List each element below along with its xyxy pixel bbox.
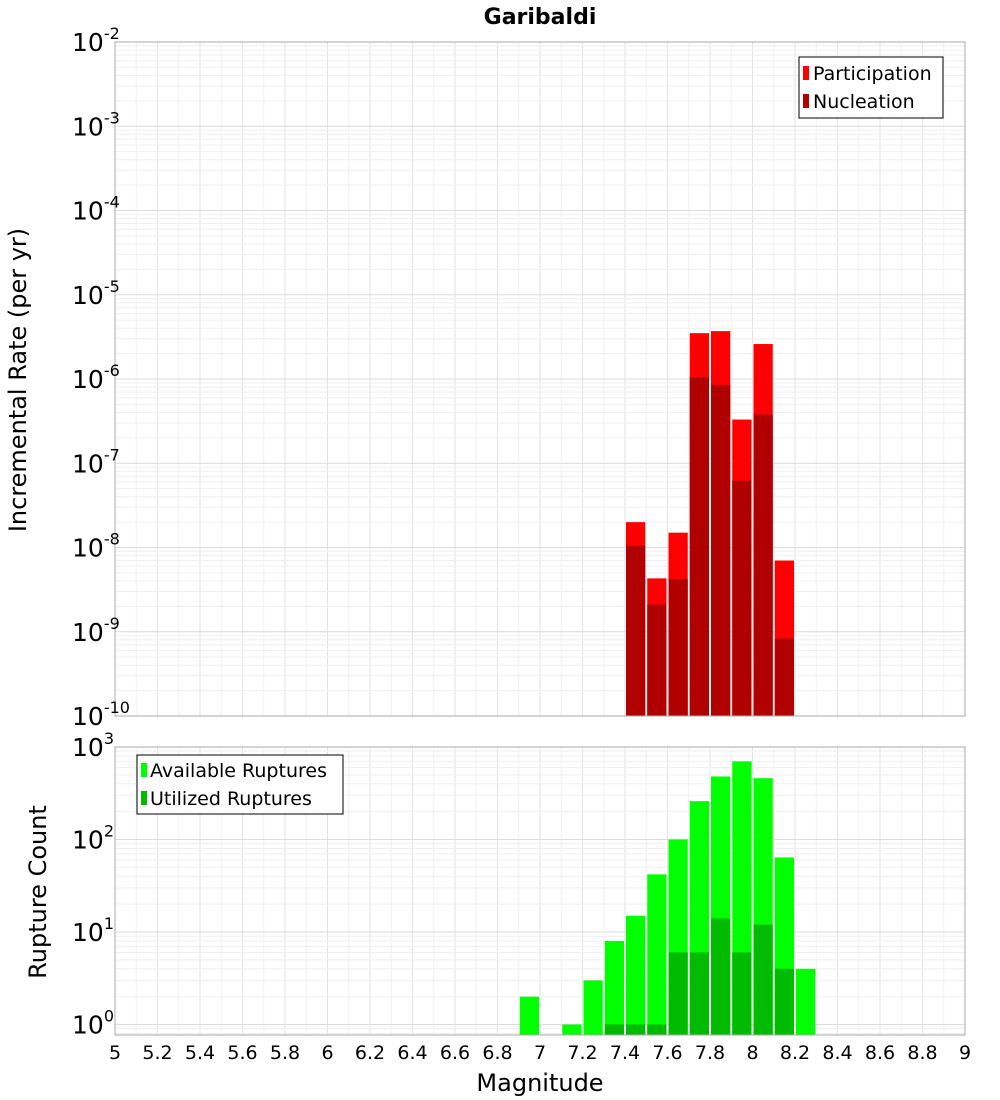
magnitude-x-tick-label: 8.2 (780, 1042, 810, 1064)
rate-chart: 10-2 10-3 10-4 10-5 10-6 10-7 10-8 10-9 10-10 In… (4, 24, 966, 731)
rupture-count-y-tick-label: 100 (72, 1007, 114, 1040)
magnitude-x-tick-label: 7.4 (610, 1042, 640, 1064)
rate-chart-frame (114, 41, 966, 717)
utilized-ruptures-bar (753, 924, 773, 1035)
rupture-count-legend-box (136, 754, 344, 815)
nucleation-legend-swatch (803, 94, 809, 108)
magnitude-x-tick-label: 5.8 (270, 1042, 300, 1064)
rupture-count-chart-legend: Available Ruptures Utilized Ruptures (136, 754, 344, 815)
chart-title: Garibaldi (484, 5, 597, 30)
magnitude-x-tick-label: 8.4 (822, 1042, 852, 1064)
rupture-count-chart-bars (519, 761, 816, 1035)
rupture-count-chart-frame (114, 746, 966, 1036)
magnitude-x-tick-label: 6 (321, 1042, 333, 1064)
magnitude-x-tick-label: 8.6 (865, 1042, 895, 1064)
available-ruptures-bar (604, 940, 624, 1035)
participation-legend-label: Participation (813, 63, 932, 85)
utilized-ruptures-bar (626, 1024, 646, 1035)
rate-y-tick-label: 10-7 (72, 445, 120, 478)
available-ruptures-bar (562, 1024, 582, 1035)
rate-y-tick-label: 10-5 (72, 277, 120, 310)
available-ruptures-legend-label: Available Ruptures (150, 760, 327, 782)
magnitude-x-tick-label: 8 (746, 1042, 758, 1064)
nucleation-bar (689, 377, 709, 716)
available-ruptures-bar (647, 874, 667, 1035)
available-ruptures-bar (519, 996, 539, 1035)
rate-y-tick-label: 10-2 (72, 24, 120, 57)
magnitude-x-tick-label: 5.6 (227, 1042, 257, 1064)
utilized-ruptures-bar (732, 952, 752, 1035)
nucleation-bar (668, 579, 688, 716)
rupture-count-y-tick-label: 101 (72, 914, 114, 947)
magnitude-x-tick-label: 7.8 (695, 1042, 725, 1064)
nucleation-bar (647, 604, 667, 716)
utilized-ruptures-bar (711, 918, 731, 1035)
rupture-count-y-axis-label: Rupture Count (24, 805, 52, 979)
rate-y-tick-label: 10-6 (72, 361, 120, 394)
nucleation-legend-label: Nucleation (813, 91, 915, 113)
utilized-ruptures-legend-swatch (141, 791, 147, 805)
magnitude-x-ticks: 5 5.2 5.4 5.6 5.8 6 6.2 6.4 6.6 6.8 7 7.2 7.4 7.6 7.8 8… (109, 1042, 971, 1064)
rate-y-tick-label: 10-8 (72, 530, 120, 563)
magnitude-x-tick-label: 5.2 (142, 1042, 172, 1064)
nucleation-bar (753, 414, 773, 716)
rate-y-tick-label: 10-10 (72, 698, 130, 731)
magnitude-x-tick-label: 7 (534, 1042, 546, 1064)
magnitude-x-tick-label: 5.4 (185, 1042, 215, 1064)
utilized-ruptures-bar (668, 952, 688, 1035)
nucleation-bar (732, 480, 752, 716)
available-ruptures-bar (796, 968, 816, 1035)
utilized-ruptures-bar (604, 1024, 624, 1035)
magnitude-x-tick-label: 5 (109, 1042, 121, 1064)
magnitude-x-tick-label: 9 (959, 1042, 971, 1064)
magnitude-x-tick-label: 6.4 (397, 1042, 427, 1064)
rate-chart-legend: Participation Nucleation (798, 56, 944, 119)
magnitude-x-tick-label: 6.8 (482, 1042, 512, 1064)
utilized-ruptures-bar (647, 1024, 667, 1035)
rate-chart-y-ticks: 10-2 10-3 10-4 10-5 10-6 10-7 10-8 10-9 10-10 (72, 24, 130, 731)
participation-legend-swatch (803, 66, 809, 80)
available-ruptures-legend-swatch (141, 763, 147, 777)
nucleation-bar (626, 545, 646, 716)
rate-y-tick-label: 10-9 (72, 614, 120, 647)
magnitude-x-tick-label: 7.2 (567, 1042, 597, 1064)
magnitude-x-tick-label: 6.2 (355, 1042, 385, 1064)
magnitude-x-axis-label: Magnitude (476, 1069, 603, 1097)
nucleation-bar (774, 638, 794, 716)
rupture-count-y-tick-label: 103 (72, 729, 114, 762)
rate-y-tick-label: 10-4 (72, 193, 120, 226)
magnitude-x-tick-label: 8.8 (907, 1042, 937, 1064)
utilized-ruptures-bar (689, 952, 709, 1035)
rate-y-tick-label: 10-3 (72, 108, 120, 141)
rate-chart-grid (114, 42, 966, 717)
nucleation-bar (711, 384, 731, 716)
rupture-count-y-tick-label: 102 (72, 822, 114, 855)
available-ruptures-bar (626, 915, 646, 1035)
rate-chart-bars (626, 331, 794, 716)
rupture-count-chart-y-ticks: 103 102 101 100 (72, 729, 114, 1040)
magnitude-x-tick-label: 6.6 (440, 1042, 470, 1064)
utilized-ruptures-bar (774, 968, 794, 1035)
rate-chart-y-axis-label: Incremental Rate (per yr) (4, 228, 32, 532)
available-ruptures-bar (583, 980, 603, 1035)
magnitude-x-tick-label: 7.6 (652, 1042, 682, 1064)
utilized-ruptures-legend-label: Utilized Ruptures (150, 788, 312, 810)
rate-chart-legend-box (798, 56, 944, 119)
rupture-count-chart: 103 102 101 100 5 5.2 5.4 5.6 5.8 6 6.2 6.4 6.6 6.8 7… (24, 729, 971, 1097)
